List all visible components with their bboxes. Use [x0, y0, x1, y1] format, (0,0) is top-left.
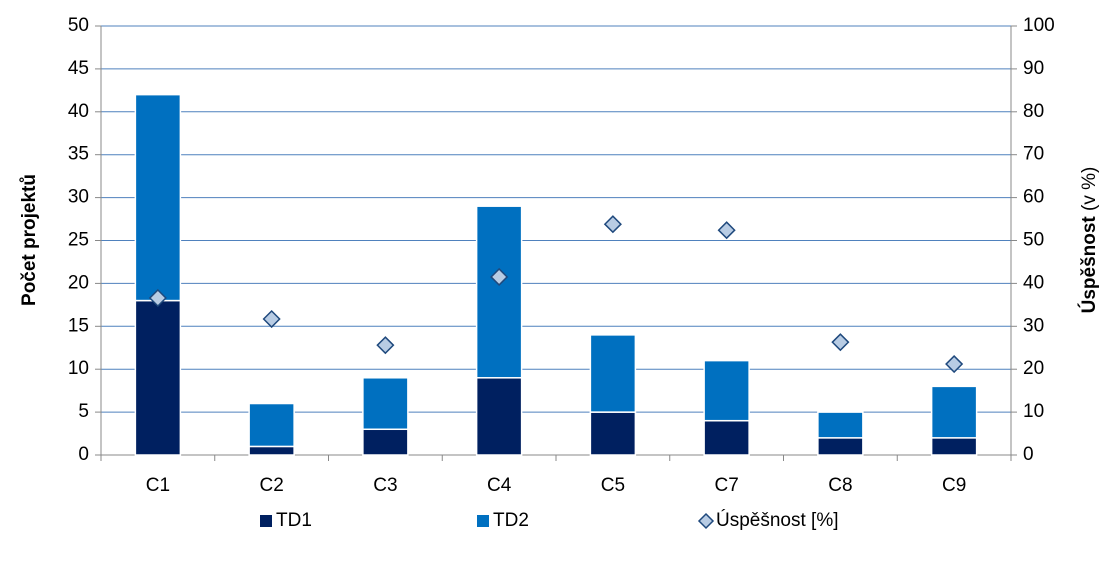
- bar-segment: [930, 437, 978, 456]
- y-axis-label: Počet projektů: [19, 174, 40, 306]
- x-tick-label: C4: [487, 475, 512, 496]
- diamond-marker: [831, 333, 850, 352]
- bar-segment: [248, 445, 295, 456]
- diamond-marker: [603, 215, 622, 234]
- y2-tick-label: 0: [1023, 444, 1034, 465]
- x-tick-label: C2: [259, 475, 283, 496]
- bar-segment: [817, 437, 864, 456]
- legend-label: TD1: [276, 510, 312, 531]
- bar-segment: [930, 385, 978, 439]
- y-tick-label: 25: [68, 230, 89, 251]
- y2-tick-label: 100: [1023, 15, 1055, 36]
- legend-marker: [260, 515, 272, 527]
- y2-tick-label: 10: [1023, 401, 1044, 422]
- x-tick-label: C3: [373, 475, 397, 496]
- y2-tick-label: 20: [1023, 358, 1044, 379]
- bar-segment: [589, 334, 637, 413]
- diamond-marker: [490, 267, 509, 287]
- bar-segment: [362, 428, 409, 456]
- legend-label: TD2: [493, 510, 529, 531]
- diamond-marker: [148, 288, 167, 308]
- y2-tick-label: 80: [1023, 101, 1044, 122]
- y2-tick-label: 30: [1023, 315, 1044, 336]
- y2-axis-label-main: Úspěšnost: [1078, 216, 1100, 314]
- y2-tick-label: 40: [1023, 272, 1044, 293]
- y-tick-label: 0: [78, 444, 89, 465]
- y-tick-label: 20: [68, 272, 89, 293]
- y-tick-label: 40: [68, 101, 89, 122]
- y2-tick-label: 50: [1023, 230, 1044, 251]
- y-tick-label: 5: [78, 401, 89, 422]
- y2-tick-label: 60: [1023, 187, 1044, 208]
- legend-marker: [697, 512, 715, 530]
- legend-label: Úspěšnost [%]: [716, 509, 839, 531]
- y-tick-label: 10: [68, 358, 89, 379]
- diamond-marker: [945, 354, 964, 374]
- diamond-marker: [717, 221, 736, 240]
- bar-segment: [475, 205, 523, 379]
- bar-segment: [362, 377, 409, 431]
- bar-segment: [475, 377, 523, 456]
- x-tick-label: C5: [601, 475, 625, 496]
- bar-segment: [248, 402, 295, 448]
- bar-segment: [134, 299, 182, 456]
- bar-segment: [589, 411, 637, 456]
- legend-marker: [477, 515, 489, 527]
- diamond-marker: [376, 336, 395, 355]
- x-tick-label: C1: [146, 475, 170, 496]
- y2-tick-label: 70: [1023, 144, 1044, 165]
- y-tick-label: 45: [68, 58, 89, 79]
- bar-segment: [134, 93, 182, 302]
- y2-axis-label: Úspěšnost (v %): [1078, 167, 1100, 314]
- y-tick-label: 50: [68, 15, 89, 36]
- bar-segment: [817, 411, 864, 439]
- y2-tick-label: 90: [1023, 58, 1044, 79]
- x-tick-label: C8: [828, 475, 852, 496]
- diamond-marker: [262, 309, 281, 329]
- x-tick-label: C9: [942, 475, 966, 496]
- y-tick-label: 35: [68, 144, 89, 165]
- y-tick-label: 30: [68, 187, 89, 208]
- bar-segment: [703, 359, 750, 422]
- x-tick-label: C7: [714, 475, 738, 496]
- y-tick-label: 15: [68, 315, 89, 336]
- y2-axis-label-unit: (v %): [1079, 167, 1100, 211]
- bar-segment: [703, 419, 750, 456]
